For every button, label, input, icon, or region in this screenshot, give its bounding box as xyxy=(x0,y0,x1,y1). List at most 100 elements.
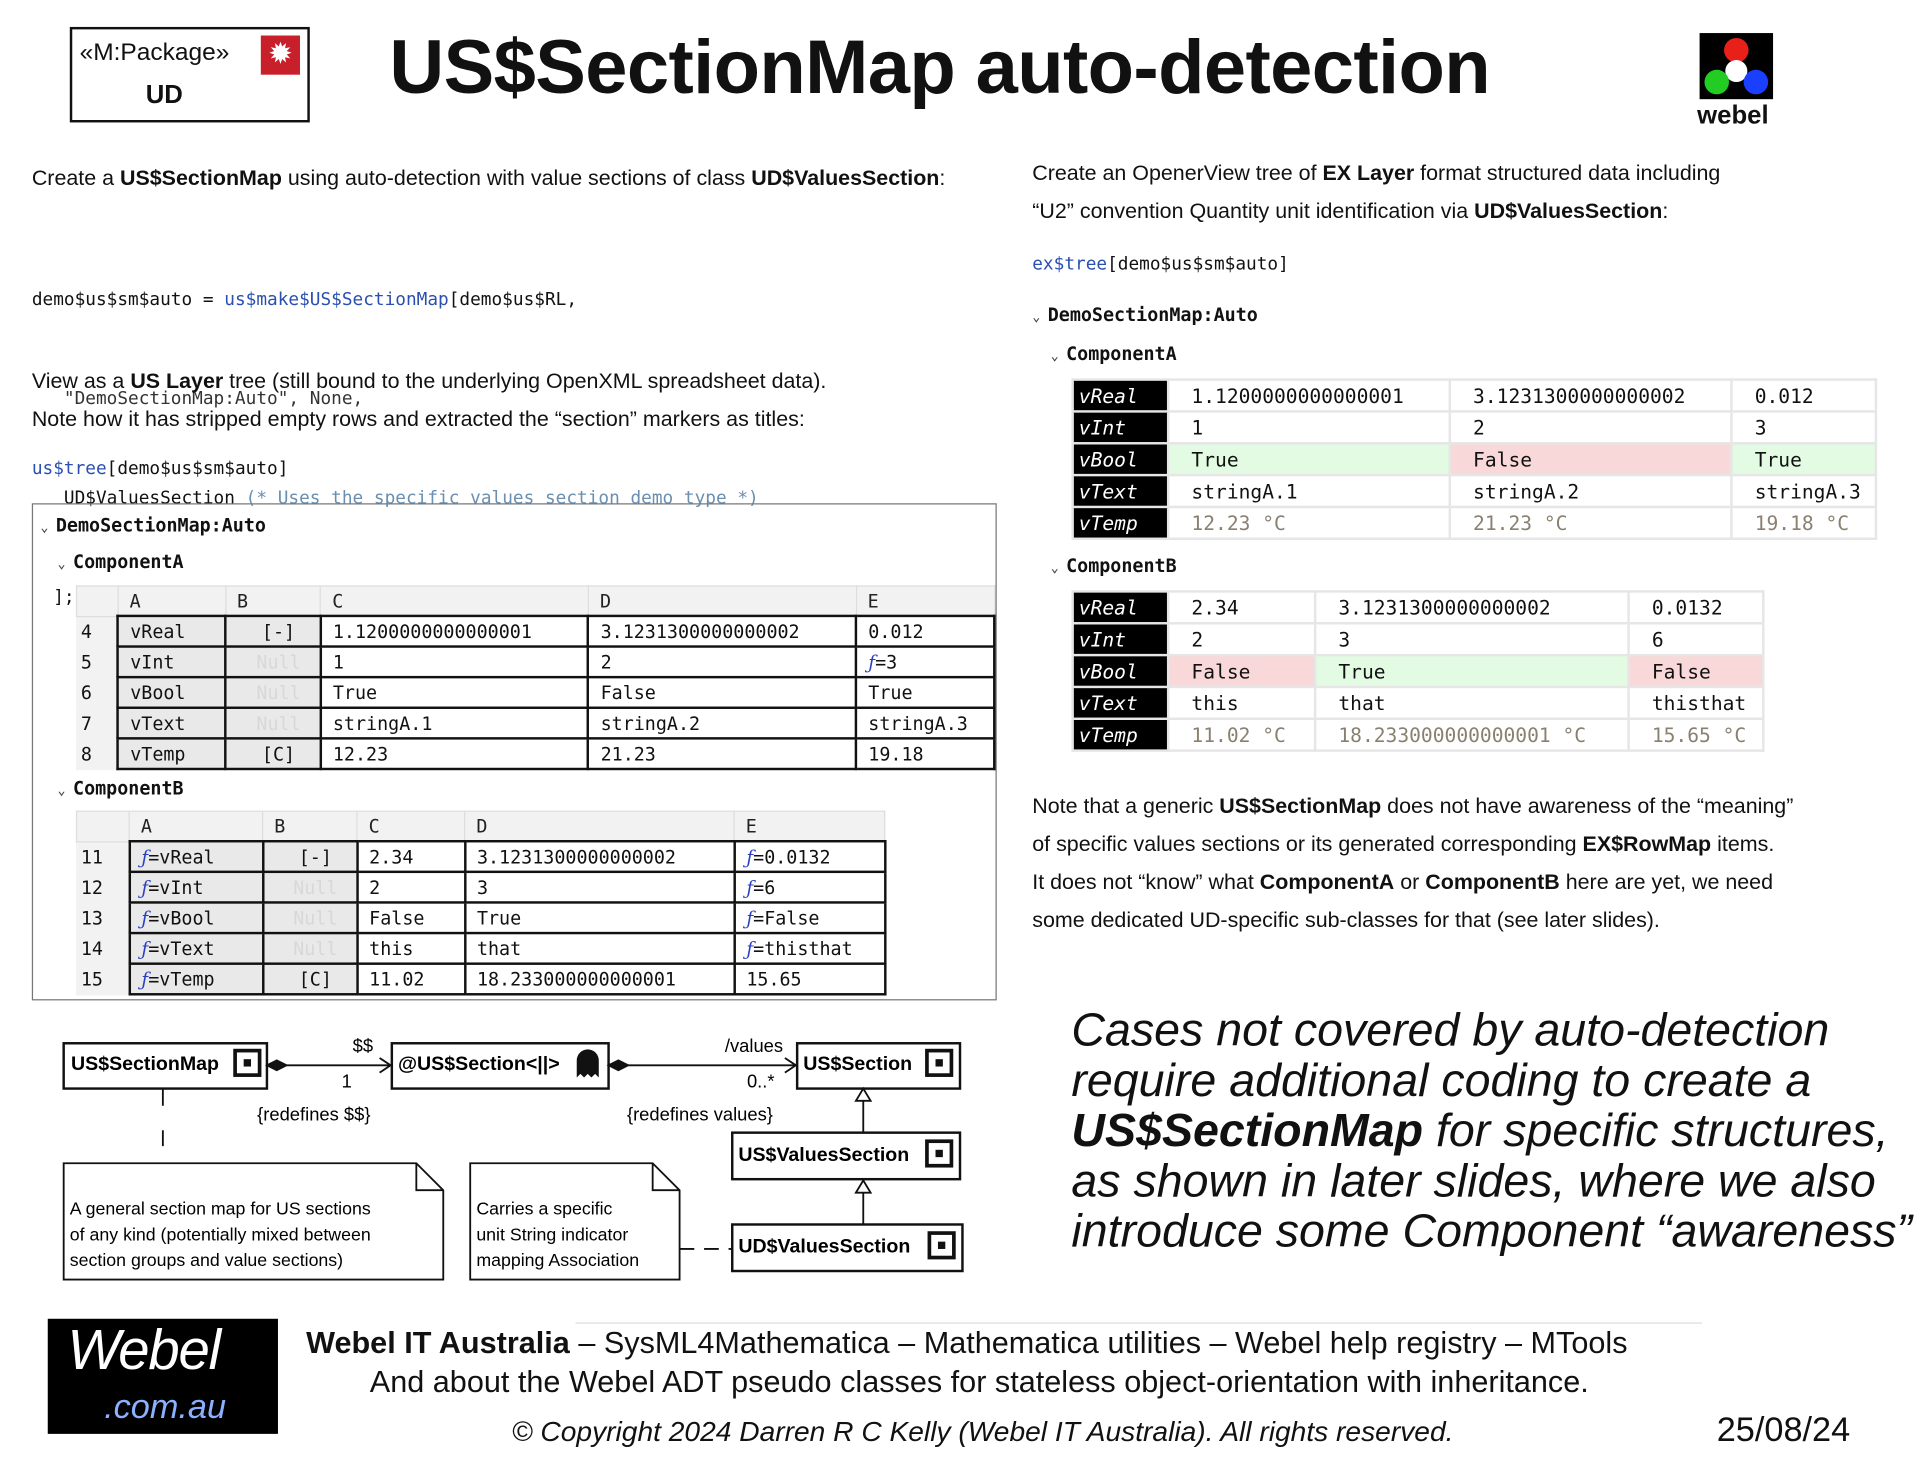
table-cell[interactable]: ƒ=thisthat xyxy=(732,931,886,965)
column-header[interactable]: A xyxy=(117,585,227,617)
table-cell[interactable]: 2 xyxy=(355,870,466,904)
table-cell[interactable]: 2 xyxy=(1166,622,1317,657)
column-header[interactable]: E xyxy=(855,585,995,617)
column-header[interactable]: D xyxy=(464,810,735,842)
table-cell[interactable]: 12.23 xyxy=(319,737,590,771)
column-header[interactable]: C xyxy=(319,585,589,617)
table-cell[interactable]: 21.23 °C xyxy=(1448,505,1733,541)
table-cell[interactable]: 11.02 °C xyxy=(1166,717,1317,752)
table-cell[interactable]: 1 xyxy=(1166,410,1452,445)
table-cell[interactable]: 18.233000000000001 xyxy=(463,962,736,996)
table-cell[interactable]: that xyxy=(1313,685,1630,721)
table-cell[interactable]: Null xyxy=(261,931,359,965)
table-cell[interactable]: 3.1231300000000002 xyxy=(1448,378,1733,413)
table-cell[interactable]: 3.1231300000000002 xyxy=(587,614,858,648)
table-cell[interactable]: False xyxy=(1627,653,1765,689)
table-cell[interactable]: False xyxy=(355,901,466,935)
tree-section-toggle-a[interactable]: ⌄ ComponentA xyxy=(58,551,184,573)
table-cell[interactable]: 6 xyxy=(1627,622,1765,657)
table-cell[interactable]: 18.233000000000001 °C xyxy=(1313,717,1630,752)
table-cell[interactable]: ƒ=vReal xyxy=(127,840,264,874)
column-header[interactable]: D xyxy=(587,585,857,617)
ex-tree-section-toggle-a[interactable]: ⌄ ComponentA xyxy=(1051,343,1177,365)
block-section-ghost[interactable]: @US$Section<||> xyxy=(390,1042,610,1090)
table-cell[interactable]: stringA.3 xyxy=(854,706,996,740)
table-cell[interactable]: 1 xyxy=(319,645,590,679)
table-cell[interactable]: True xyxy=(1166,442,1452,477)
table-cell[interactable]: 3 xyxy=(1313,622,1630,657)
table-cell[interactable]: 15.65 xyxy=(732,962,886,996)
table-cell[interactable]: ƒ=False xyxy=(732,901,886,935)
table-cell[interactable]: ƒ=vBool xyxy=(127,901,264,935)
table-cell[interactable]: vBool xyxy=(116,675,227,709)
table-cell[interactable]: True xyxy=(463,901,736,935)
table-cell[interactable]: ƒ=0.0132 xyxy=(732,840,886,874)
table-cell[interactable]: that xyxy=(463,931,736,965)
table-cell[interactable]: vTemp xyxy=(116,737,227,771)
table-cell[interactable]: 2 xyxy=(1448,410,1733,445)
table-cell[interactable]: this xyxy=(355,931,466,965)
table-cell[interactable]: Null xyxy=(224,645,322,679)
block-ud-values-section[interactable]: UD$ValuesSection xyxy=(731,1223,964,1273)
tree-root-toggle[interactable]: ⌄ DemoSectionMap:Auto xyxy=(40,514,266,536)
table-cell[interactable]: 0.0132 xyxy=(1627,590,1765,625)
table-cell[interactable]: [C] xyxy=(224,737,322,771)
table-cell[interactable]: vInt xyxy=(116,645,227,679)
table-cell[interactable]: 11.02 xyxy=(355,962,466,996)
block-section-map[interactable]: US$SectionMap xyxy=(62,1042,269,1090)
table-cell[interactable]: False xyxy=(1166,653,1317,689)
column-header[interactable]: B xyxy=(262,810,358,842)
table-cell[interactable]: 15.65 °C xyxy=(1627,717,1765,752)
table-cell[interactable]: ƒ=6 xyxy=(732,870,886,904)
table-cell[interactable]: 3 xyxy=(463,870,736,904)
tree-section-toggle-b[interactable]: ⌄ ComponentB xyxy=(58,778,184,800)
table-cell[interactable]: ƒ=vInt xyxy=(127,870,264,904)
table-cell[interactable]: 1.1200000000000001 xyxy=(1166,378,1452,413)
table-cell[interactable]: vReal xyxy=(116,614,227,648)
ex-tree-section-toggle-b[interactable]: ⌄ ComponentB xyxy=(1051,555,1177,577)
table-cell[interactable]: ƒ=3 xyxy=(854,645,996,679)
table-cell[interactable]: Null xyxy=(261,870,359,904)
table-cell[interactable]: Null xyxy=(224,706,322,740)
table-cell[interactable]: this xyxy=(1166,685,1317,721)
table-cell[interactable]: True xyxy=(1730,442,1878,477)
table-cell[interactable]: Null xyxy=(261,901,359,935)
table-cell[interactable]: 2.34 xyxy=(355,840,466,874)
table-cell[interactable]: Null xyxy=(224,675,322,709)
table-cell[interactable]: 12.23 °C xyxy=(1166,505,1452,541)
table-cell[interactable]: stringA.2 xyxy=(1448,473,1733,509)
table-cell[interactable]: stringA.3 xyxy=(1730,473,1878,509)
table-cell[interactable]: True xyxy=(854,675,996,709)
table-cell[interactable]: 2 xyxy=(587,645,858,679)
table-cell[interactable]: [-] xyxy=(224,614,322,648)
table-cell[interactable]: 3.1231300000000002 xyxy=(1313,590,1630,625)
table-cell[interactable]: vText xyxy=(116,706,227,740)
table-cell[interactable]: stringA.1 xyxy=(1166,473,1452,509)
table-cell[interactable]: 21.23 xyxy=(587,737,858,771)
table-cell[interactable]: ƒ=vText xyxy=(127,931,264,965)
table-cell[interactable]: 19.18 °C xyxy=(1730,505,1878,541)
table-cell[interactable]: thisthat xyxy=(1627,685,1765,721)
column-header[interactable]: A xyxy=(128,810,264,842)
table-cell[interactable]: 2.34 xyxy=(1166,590,1317,625)
table-cell[interactable]: 1.1200000000000001 xyxy=(319,614,590,648)
table-cell[interactable]: 19.18 xyxy=(854,737,996,771)
table-cell[interactable]: ƒ=vTemp xyxy=(127,962,264,996)
table-cell[interactable]: True xyxy=(1313,653,1630,689)
table-cell[interactable]: stringA.1 xyxy=(319,706,590,740)
table-cell[interactable]: [C] xyxy=(261,962,359,996)
table-cell[interactable]: 0.012 xyxy=(854,614,996,648)
block-values-section[interactable]: US$ValuesSection xyxy=(731,1131,962,1181)
column-header[interactable]: C xyxy=(356,810,466,842)
table-cell[interactable]: False xyxy=(1448,442,1733,477)
ex-tree-root-toggle[interactable]: ⌄ DemoSectionMap:Auto xyxy=(1032,304,1258,326)
table-cell[interactable]: 3.1231300000000002 xyxy=(463,840,736,874)
table-cell[interactable]: 3 xyxy=(1730,410,1878,445)
column-header[interactable]: B xyxy=(224,585,322,617)
table-cell[interactable]: 0.012 xyxy=(1730,378,1878,413)
block-section[interactable]: US$Section xyxy=(795,1042,962,1090)
table-cell[interactable]: True xyxy=(319,675,590,709)
column-header[interactable]: E xyxy=(733,810,886,842)
table-cell[interactable]: [-] xyxy=(261,840,359,874)
table-cell[interactable]: stringA.2 xyxy=(587,706,858,740)
